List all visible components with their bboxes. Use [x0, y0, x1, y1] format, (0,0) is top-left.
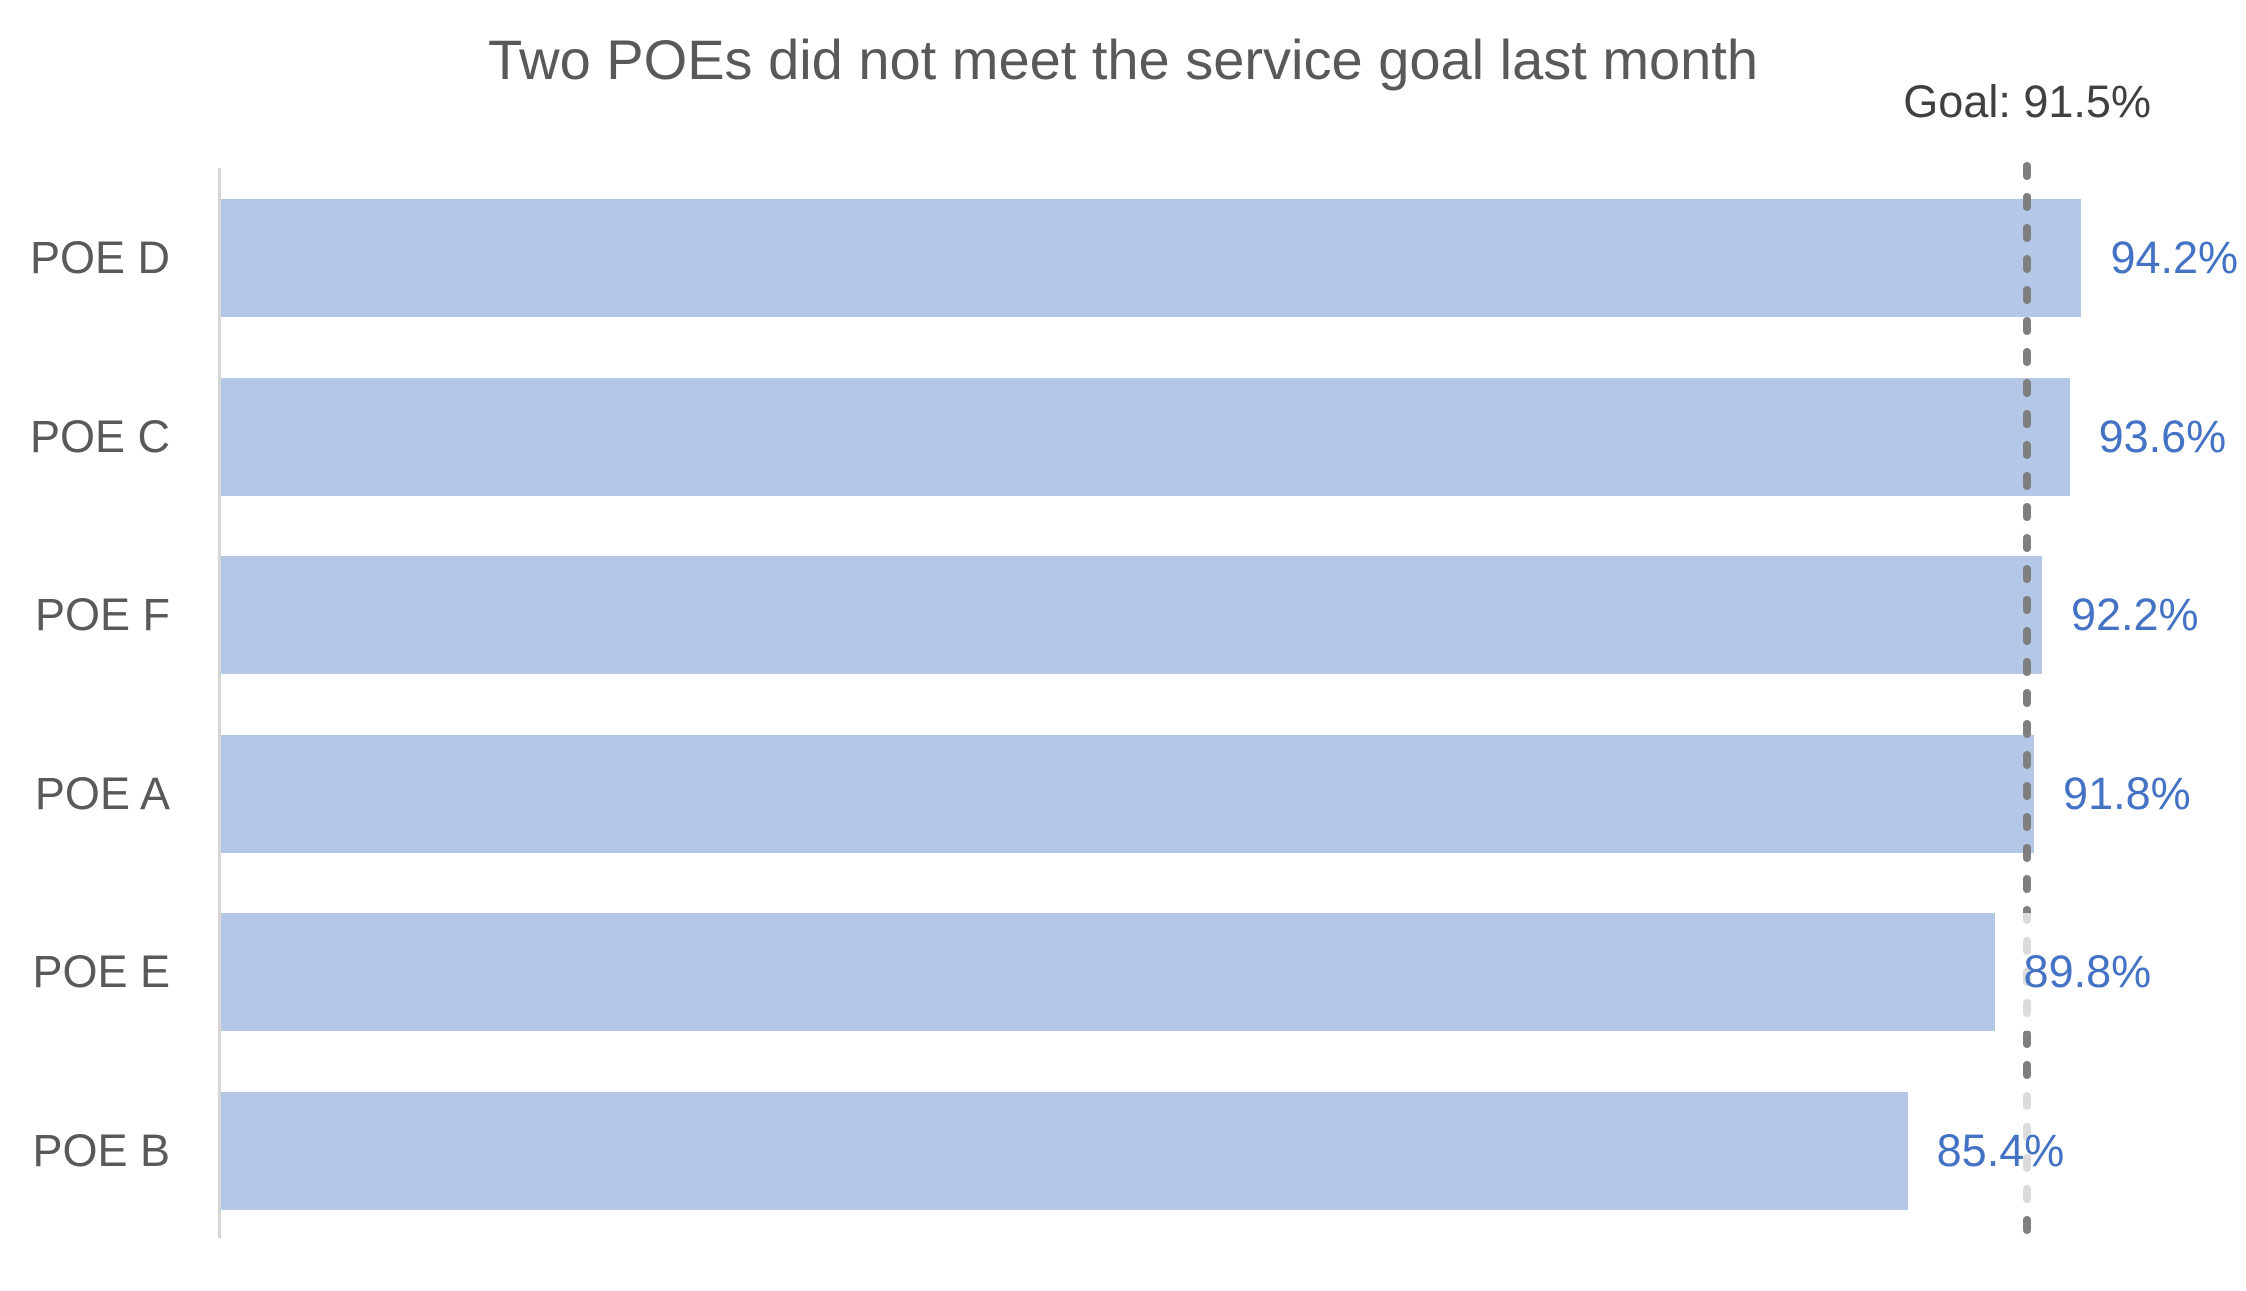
data-label: 93.6%: [2092, 377, 2233, 496]
plot-area: [218, 162, 2246, 1244]
goal-target-dashed-line: [2023, 162, 2032, 1244]
data-label: 94.2%: [2104, 199, 2245, 317]
category-label: POE B: [32, 1125, 170, 1176]
goal-value-label: Goal: 91.5%: [1903, 76, 2151, 127]
category-label: POE A: [34, 767, 170, 819]
data-label: 91.8%: [2057, 734, 2197, 853]
bar-poe-a: [221, 734, 2035, 853]
category-label: POE F: [34, 589, 170, 641]
bar-poe-b: [221, 1092, 1908, 1210]
category-label: POE D: [29, 232, 170, 283]
data-label: 89.8%: [2017, 913, 2158, 1032]
bar-poe-d: [221, 199, 2082, 317]
chart-title: Two POEs did not meet the service goal l…: [488, 28, 1758, 91]
data-label: 85.4%: [1930, 1092, 2071, 1210]
category-label: POE C: [29, 410, 170, 462]
bar-poe-f: [221, 556, 2042, 675]
y-axis-line: [218, 168, 221, 1238]
bar-poe-e: [221, 913, 1995, 1032]
data-label: 92.2%: [2064, 556, 2205, 675]
category-label: POE E: [32, 946, 170, 998]
bar-poe-c: [221, 377, 2070, 496]
